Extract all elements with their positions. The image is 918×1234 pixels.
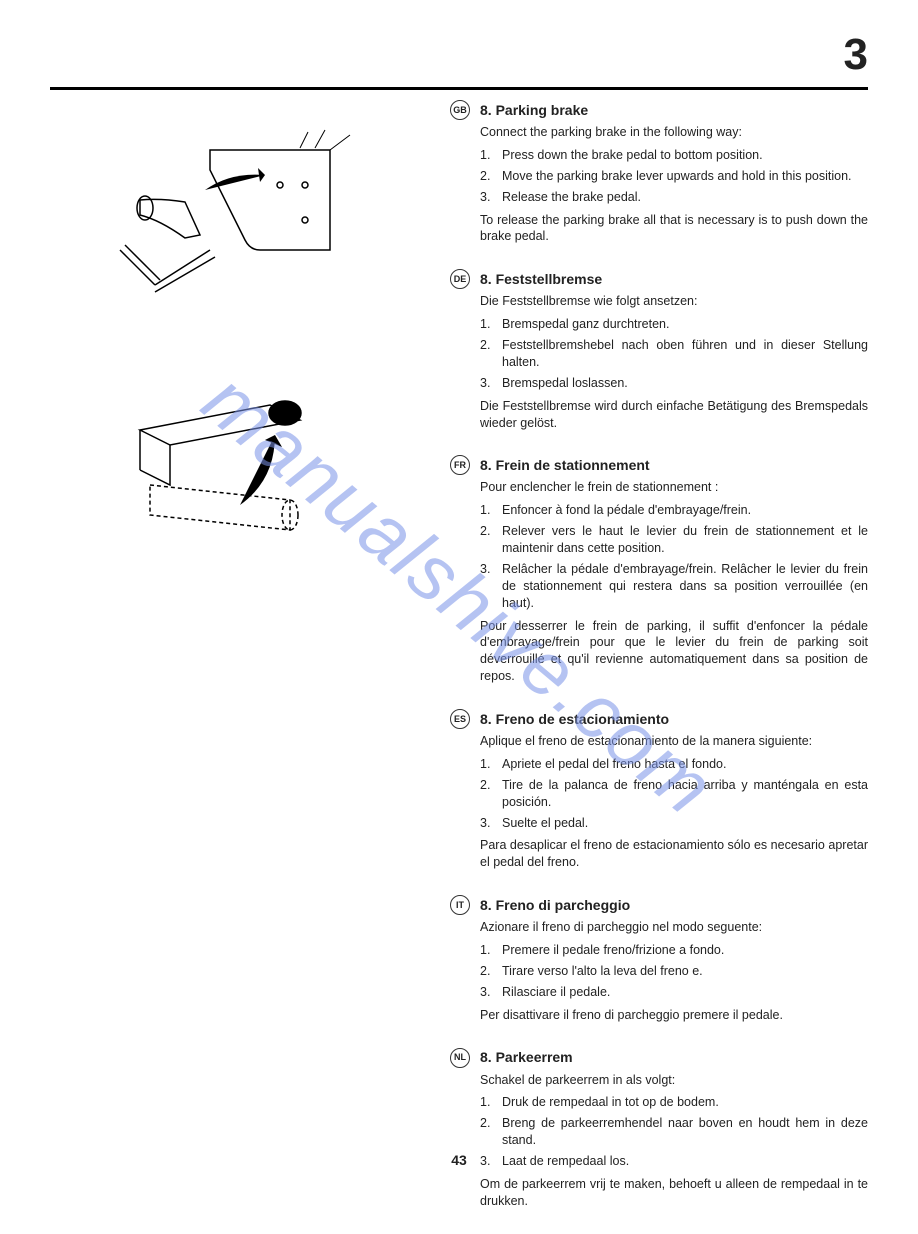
section-intro: Pour enclencher le frein de stationnemen…	[480, 479, 868, 496]
lang-badge-de: DE	[450, 269, 470, 289]
section-intro: Aplique el freno de estacionamiento de l…	[480, 733, 868, 750]
steps-list: 1.Bremspedal ganz durchtreten. 2.Festste…	[480, 316, 868, 392]
step-text: Enfoncer à fond la pédale d'embrayage/fr…	[502, 502, 868, 519]
section-outro: Para desaplicar el freno de estacionamie…	[480, 837, 868, 871]
step-text: Rilasciare il pedale.	[502, 984, 868, 1001]
step-text: Apriete el pedal del freno hasta el fond…	[502, 756, 868, 773]
steps-list: 1.Press down the brake pedal to bottom p…	[480, 147, 868, 206]
steps-list: 1.Apriete el pedal del freno hasta el fo…	[480, 756, 868, 832]
section-intro: Connect the parking brake in the followi…	[480, 124, 868, 141]
section-de: DE 8. Feststellbremse Die Feststellbrems…	[450, 269, 868, 431]
step-text: Relever vers le haut le levier du frein …	[502, 523, 868, 557]
step-text: Move the parking brake lever upwards and…	[502, 168, 868, 185]
section-outro: To release the parking brake all that is…	[480, 212, 868, 246]
section-outro: Pour desserrer le frein de parking, il s…	[480, 618, 868, 686]
page-number: 43	[451, 1152, 467, 1168]
section-gb: GB 8. Parking brake Connect the parking …	[450, 100, 868, 245]
section-title: 8. Parking brake	[480, 101, 588, 120]
figure-lever	[120, 385, 320, 565]
steps-list: 1.Premere il pedale freno/frizione a fon…	[480, 942, 868, 1001]
lang-badge-it: IT	[450, 895, 470, 915]
section-es: ES 8. Freno de estacionamiento Aplique e…	[450, 709, 868, 871]
steps-list: 1.Enfoncer à fond la pédale d'embrayage/…	[480, 502, 868, 611]
chapter-number: 3	[844, 30, 868, 80]
step-text: Premere il pedale freno/frizione a fondo…	[502, 942, 868, 959]
steps-list: 1.Druk de rempedaal in tot op de bodem. …	[480, 1094, 868, 1170]
step-text: Bremspedal ganz durchtreten.	[502, 316, 868, 333]
lang-badge-fr: FR	[450, 455, 470, 475]
illustration-column	[50, 100, 430, 1234]
section-title: 8. Frein de stationnement	[480, 456, 650, 475]
step-text: Druk de rempedaal in tot op de bodem.	[502, 1094, 868, 1111]
step-text: Relâcher la pédale d'embrayage/frein. Re…	[502, 561, 868, 612]
step-text: Tirare verso l'alto la leva del freno e.	[502, 963, 868, 980]
section-title: 8. Feststellbremse	[480, 270, 602, 289]
header-rule	[50, 87, 868, 90]
section-intro: Schakel de parkeerrem in als volgt:	[480, 1072, 868, 1089]
step-text: Release the brake pedal.	[502, 189, 868, 206]
section-title: 8. Freno de estacionamiento	[480, 710, 669, 729]
section-outro: Om de parkeerrem vrij te maken, behoeft …	[480, 1176, 868, 1210]
section-nl: NL 8. Parkeerrem Schakel de parkeerrem i…	[450, 1048, 868, 1210]
section-fr: FR 8. Frein de stationnement Pour enclen…	[450, 455, 868, 685]
section-outro: Per disattivare il freno di parcheggio p…	[480, 1007, 868, 1024]
lang-badge-nl: NL	[450, 1048, 470, 1068]
section-outro: Die Feststellbremse wird durch einfache …	[480, 398, 868, 432]
step-text: Feststellbremshebel nach oben führen und…	[502, 337, 868, 371]
text-column: GB 8. Parking brake Connect the parking …	[450, 100, 868, 1234]
step-text: Breng de parkeerremhendel naar boven en …	[502, 1115, 868, 1149]
section-title: 8. Parkeerrem	[480, 1048, 573, 1067]
step-text: Tire de la palanca de freno hacia arriba…	[502, 777, 868, 811]
step-text: Bremspedal loslassen.	[502, 375, 868, 392]
section-it: IT 8. Freno di parcheggio Azionare il fr…	[450, 895, 868, 1023]
section-intro: Die Feststellbremse wie folgt ansetzen:	[480, 293, 868, 310]
step-text: Suelte el pedal.	[502, 815, 868, 832]
lang-badge-es: ES	[450, 709, 470, 729]
section-intro: Azionare il freno di parcheggio nel modo…	[480, 919, 868, 936]
page-content: GB 8. Parking brake Connect the parking …	[50, 100, 868, 1234]
chapter-header: 3	[50, 40, 868, 90]
lang-badge-gb: GB	[450, 100, 470, 120]
step-text: Press down the brake pedal to bottom pos…	[502, 147, 868, 164]
step-text: Laat de rempedaal los.	[502, 1153, 868, 1170]
section-title: 8. Freno di parcheggio	[480, 896, 630, 915]
figure-pedal-assembly	[110, 120, 370, 320]
